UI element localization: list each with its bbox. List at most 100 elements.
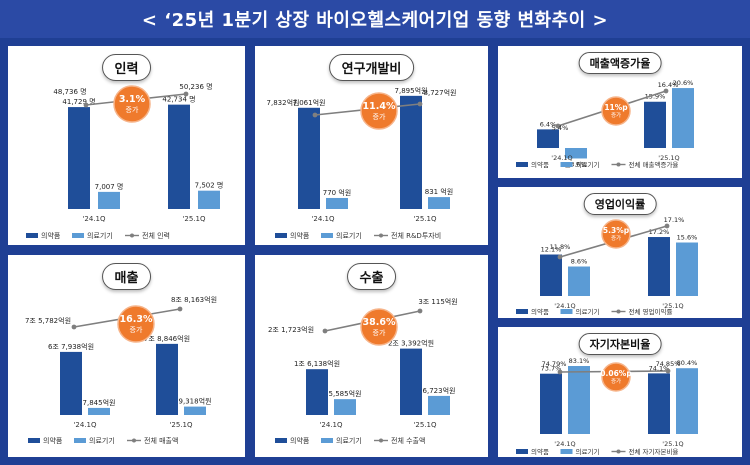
bar-equity-의약품-1 <box>648 373 670 434</box>
data-label-growth-0-1: 15.9% <box>645 93 666 101</box>
legend-swatch-rnd-1 <box>321 233 333 238</box>
legend-swatch-rnd-0 <box>275 233 287 238</box>
bar-rnd-의약품-0 <box>298 107 320 209</box>
total-label-exports-1: 3조 115억원 <box>418 297 457 306</box>
legend-marker-equity <box>616 449 621 454</box>
legend-label-sales-0: 의약품 <box>43 436 63 445</box>
total-point-rnd-1 <box>417 101 423 107</box>
panel-oprofit: 영업이익률 12.1% 8.6% '24.1Q 17.2% 15.6% '25.1Q 11.… <box>496 185 744 320</box>
total-point-sales-0 <box>71 324 77 330</box>
legend-label-rnd-1: 의료기기 <box>336 231 362 240</box>
total-point-exports-0 <box>322 328 328 334</box>
bar-staff-의약품-0 <box>68 107 90 209</box>
data-label-sales-0-1: 7조 8,846억원 <box>144 334 190 343</box>
legend-swatch-equity-1 <box>560 449 573 454</box>
chart-title-growth: 매출액증가율 <box>578 52 662 74</box>
total-label-oprofit-1: 17.1% <box>664 216 685 224</box>
bar-staff-의약품-1 <box>168 104 190 209</box>
legend-label-sales-1: 의료기기 <box>89 436 115 445</box>
legend-label-oprofit-1: 의료기기 <box>576 307 600 316</box>
badge-text-exports: 증가 <box>373 328 386 337</box>
data-label-equity-1-0: 83.1% <box>569 357 590 365</box>
total-point-staff-1 <box>183 91 189 97</box>
total-label-growth-1: 16.4% <box>658 81 679 89</box>
bar-exports-의료기기-1 <box>428 395 450 415</box>
data-label-sales-1-0: 7,845억원 <box>83 398 116 407</box>
total-label-rnd-0: 7,832억원 <box>267 98 300 107</box>
panel-growth: 매출액증가율 6.4% △3.6% '24.1Q 15.9% 20.6% '25.1Q 5.… <box>496 44 744 180</box>
data-label-staff-1-1: 7,502 명 <box>195 181 224 190</box>
data-label-oprofit-1-0: 8.6% <box>571 258 588 266</box>
bar-exports-의약품-0 <box>306 369 328 415</box>
chart-growth: 6.4% △3.6%'24.1Q 15.9% 20.6% '25.1Q 5.4% 16.4%… <box>516 79 694 169</box>
bar-oprofit-의료기기-1 <box>676 242 698 296</box>
total-label-equity-0: 74.79% <box>542 360 567 368</box>
tick-label-growth-1: '25.1Q <box>658 154 679 162</box>
panel-staff: 인력 41,729 명 7,007 명 '24.1Q 42,734 명 7,502 명 '… <box>6 44 247 247</box>
panel-rnd: 연구개발비 7,061억원 770 억원 '24.1Q 7,895억원 831 억원 '2… <box>253 44 490 247</box>
data-label-oprofit-0-0: 12.1% <box>541 246 562 254</box>
tick-label-sales-0: '24.1Q <box>73 421 97 429</box>
total-point-oprofit-0 <box>557 254 563 260</box>
bar-sales-의료기기-0 <box>88 407 110 415</box>
badge-value-staff: 3.1% <box>119 94 146 105</box>
total-label-sales-0: 7조 5,782억원 <box>25 316 71 325</box>
data-label-staff-0-1: 42,734 명 <box>162 95 195 104</box>
badge-text-equity: 증가 <box>611 377 621 385</box>
legend-label-oprofit-0: 의약품 <box>531 307 549 316</box>
data-label-equity-1-1: 80.4% <box>677 359 698 367</box>
badge-value-rnd: 11.4% <box>363 101 396 112</box>
data-label-growth-1-0: △3.6% <box>565 160 587 168</box>
bar-oprofit-의약품-0 <box>540 254 562 296</box>
total-point-growth-1 <box>663 88 669 94</box>
total-label-equity-1: 74.85% <box>656 360 681 368</box>
bar-growth-의료기기-0 <box>565 148 587 159</box>
total-point-oprofit-1 <box>664 223 670 229</box>
data-label-rnd-1-1: 831 억원 <box>425 187 453 196</box>
chart-title-equity: 자기자본비율 <box>578 333 662 355</box>
badge-text-oprofit: 증가 <box>611 234 621 242</box>
legend-swatch-oprofit-0 <box>516 309 528 314</box>
legend-swatch-oprofit-1 <box>560 309 573 314</box>
tick-label-sales-1: '25.1Q <box>169 421 193 429</box>
bar-equity-의료기기-1 <box>676 368 698 434</box>
data-label-growth-0-0: 6.4% <box>540 120 557 128</box>
badge-oprofit <box>601 219 631 249</box>
bar-exports-의약품-1 <box>400 348 422 415</box>
bar-rnd-의료기기-0 <box>326 197 348 209</box>
chart-title-exports: 수출 <box>346 263 397 290</box>
data-label-rnd-0-0: 7,061억원 <box>293 98 326 107</box>
bar-rnd-의료기기-1 <box>428 197 450 209</box>
legend-swatch-staff-1 <box>72 233 84 238</box>
legend-swatch-sales-1 <box>74 438 86 443</box>
legend-label-rnd-0: 의약품 <box>290 231 310 240</box>
legend-label-growth-total: 전체 매출액증가율 <box>629 160 679 169</box>
page-title: < ‘25년 1분기 상장 바이오헬스케어기업 동향 변화추이 > <box>0 0 750 38</box>
tick-label-growth-0: '24.1Q <box>551 154 572 162</box>
legend-swatch-growth-1 <box>560 162 573 167</box>
legend-marker-rnd <box>379 233 383 238</box>
tick-label-rnd-1: '25.1Q <box>413 215 437 223</box>
badge-text-rnd: 증가 <box>373 112 386 121</box>
legend-label-staff-1: 의료기기 <box>87 231 113 240</box>
badge-text-sales: 증가 <box>130 325 143 334</box>
bar-growth-의료기기-1 <box>672 88 694 148</box>
data-label-rnd-1-0: 770 억원 <box>323 188 351 197</box>
badge-rnd <box>360 92 398 130</box>
bar-sales-의약품-0 <box>60 351 82 415</box>
legend-swatch-exports-0 <box>275 438 287 443</box>
legend-label-oprofit-total: 전체 영업이익률 <box>629 307 673 316</box>
badge-text-staff: 증가 <box>126 105 139 114</box>
chart-title-staff: 인력 <box>101 54 152 81</box>
total-point-sales-1 <box>177 306 183 312</box>
legend-label-growth-0: 의약품 <box>531 160 549 169</box>
badge-value-sales: 16.3% <box>120 314 153 325</box>
data-label-equity-0-0: 73.7% <box>541 365 562 373</box>
data-label-sales-0-0: 6조 7,938억원 <box>48 342 94 351</box>
legend-swatch-growth-0 <box>516 162 528 167</box>
total-point-growth-0 <box>555 123 561 129</box>
legend-swatch-staff-0 <box>26 233 38 238</box>
chart-title-oprofit: 영업이익률 <box>583 193 657 215</box>
legend-label-exports-total: 전체 수출액 <box>391 436 425 445</box>
tick-label-rnd-0: '24.1Q <box>311 215 335 223</box>
